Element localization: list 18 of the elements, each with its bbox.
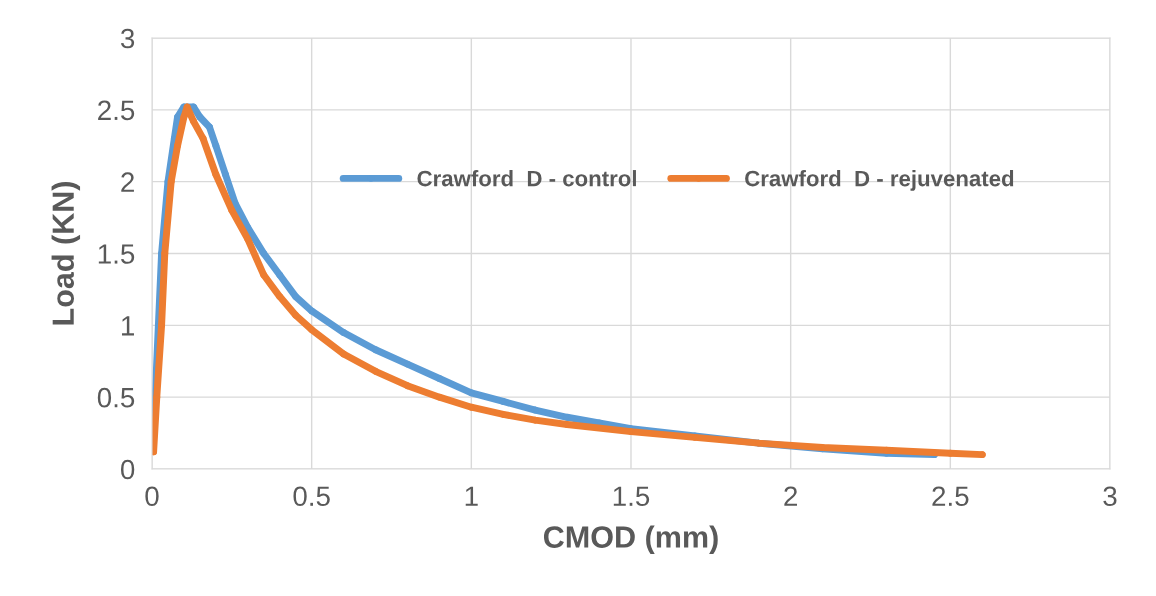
- x-tick-label: 0: [145, 486, 159, 507]
- legend-label: Crawford D - control: [417, 170, 636, 187]
- y-tick-label: 2.5: [98, 100, 135, 121]
- y-tick-label: 3: [120, 28, 135, 49]
- y-tick-label: 0: [120, 459, 135, 480]
- x-tick-label: 0.5: [293, 486, 330, 507]
- x-tick-label: 1: [465, 486, 478, 506]
- y-tick-label: 2: [121, 172, 134, 192]
- x-tick-label: 3: [1103, 486, 1117, 507]
- y-axis-title: Load (KN): [51, 182, 81, 325]
- legend-label: Crawford D - rejuvenated: [745, 170, 1014, 191]
- y-tick-label: 1: [122, 316, 134, 336]
- x-axis-title: CMOD (mm): [543, 525, 718, 554]
- y-tick-label: 1.5: [98, 244, 135, 264]
- x-tick-label: 2.5: [932, 486, 969, 507]
- x-tick-label: 1.5: [613, 486, 650, 507]
- y-tick-label: 0.5: [97, 387, 135, 408]
- x-tick-label: 2: [784, 486, 797, 506]
